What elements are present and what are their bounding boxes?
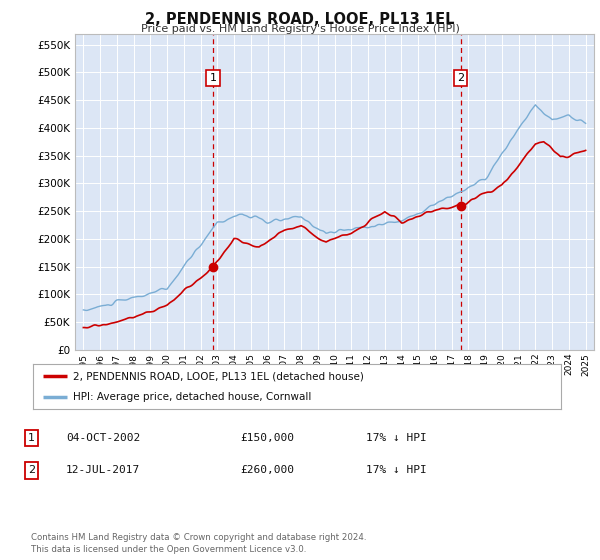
Text: 1: 1 [28, 433, 35, 443]
Text: HPI: Average price, detached house, Cornwall: HPI: Average price, detached house, Corn… [73, 391, 311, 402]
Text: 1: 1 [209, 73, 217, 83]
Text: 2, PENDENNIS ROAD, LOOE, PL13 1EL (detached house): 2, PENDENNIS ROAD, LOOE, PL13 1EL (detac… [73, 371, 364, 381]
Text: 2: 2 [28, 465, 35, 475]
Text: 17% ↓ HPI: 17% ↓ HPI [366, 465, 427, 475]
Text: 2, PENDENNIS ROAD, LOOE, PL13 1EL: 2, PENDENNIS ROAD, LOOE, PL13 1EL [145, 12, 455, 27]
Text: £260,000: £260,000 [240, 465, 294, 475]
Text: 04-OCT-2002: 04-OCT-2002 [66, 433, 140, 443]
Text: 2: 2 [457, 73, 464, 83]
Text: 12-JUL-2017: 12-JUL-2017 [66, 465, 140, 475]
Text: £150,000: £150,000 [240, 433, 294, 443]
Text: Price paid vs. HM Land Registry's House Price Index (HPI): Price paid vs. HM Land Registry's House … [140, 24, 460, 34]
Text: Contains HM Land Registry data © Crown copyright and database right 2024.
This d: Contains HM Land Registry data © Crown c… [31, 533, 367, 554]
Text: 17% ↓ HPI: 17% ↓ HPI [366, 433, 427, 443]
